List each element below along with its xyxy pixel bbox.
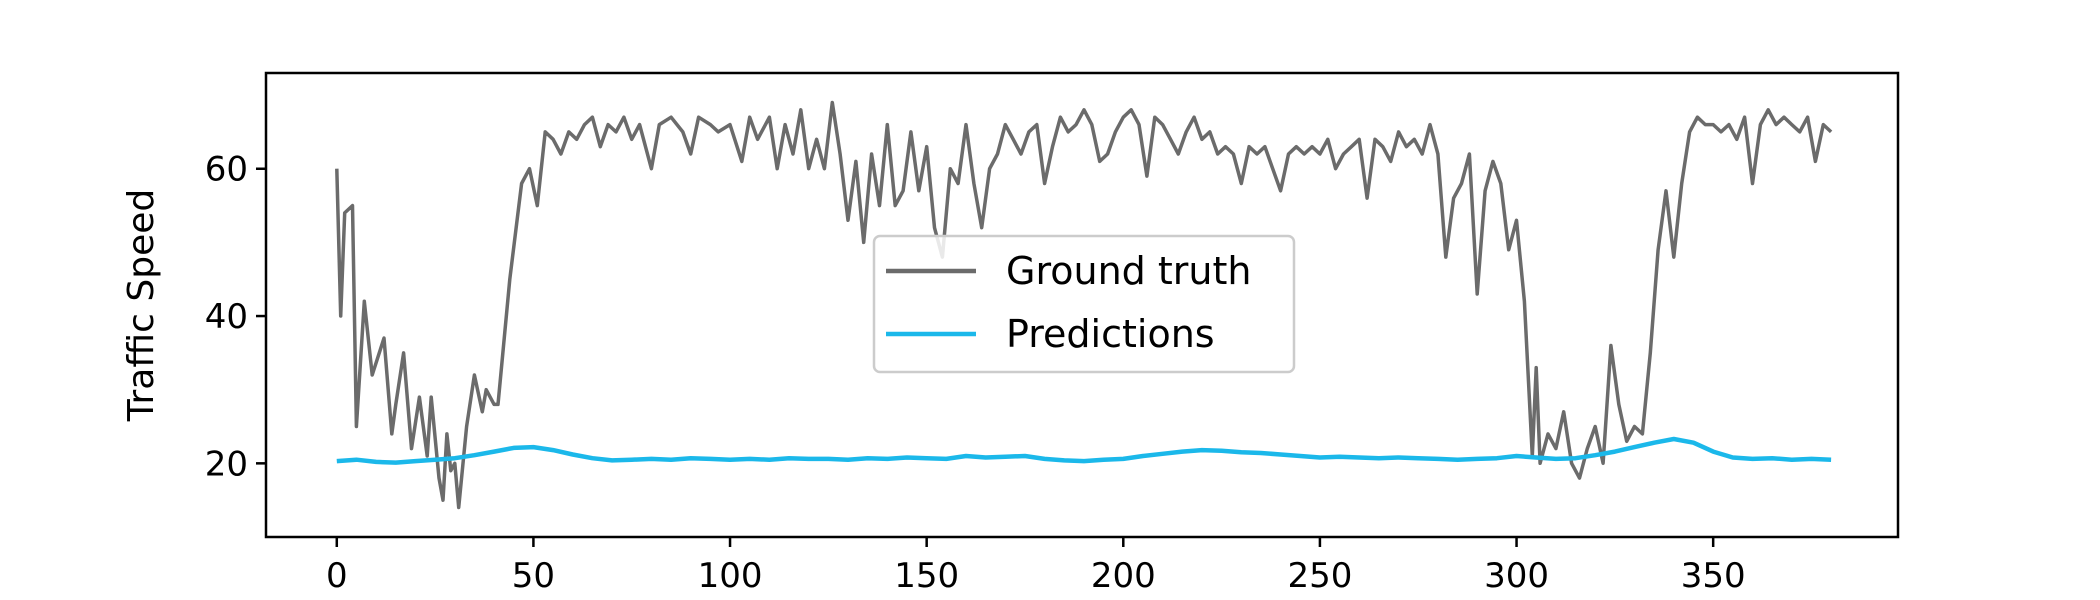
y-tick-label: 40	[205, 297, 248, 337]
legend-label-ground-truth: Ground truth	[1006, 249, 1251, 293]
x-tick-label: 150	[894, 556, 959, 596]
x-axis: 0 50 100 150 200 250 300 350	[326, 537, 1746, 596]
y-axis-label: Traffic Speed	[121, 189, 162, 422]
x-tick-label: 250	[1287, 556, 1352, 596]
x-tick-label: 0	[326, 556, 348, 596]
x-tick-label: 50	[512, 556, 555, 596]
legend-box	[872, 234, 1296, 374]
series-line-predictions	[336, 436, 1832, 465]
x-tick-label: 100	[698, 556, 763, 596]
y-tick-label: 60	[205, 150, 248, 190]
series-layer	[335, 100, 1833, 510]
x-tick-label: 200	[1091, 556, 1156, 596]
y-tick-label: 20	[205, 444, 248, 484]
plot-frame	[264, 71, 1900, 539]
x-tick-label: 350	[1681, 556, 1746, 596]
series-line-ground-truth	[335, 100, 1833, 510]
y-axis: 20 40 60	[205, 150, 266, 484]
legend-label-predictions: Predictions	[1006, 312, 1215, 356]
x-tick-label: 300	[1484, 556, 1549, 596]
legend: Ground truth Predictions	[872, 234, 1296, 374]
